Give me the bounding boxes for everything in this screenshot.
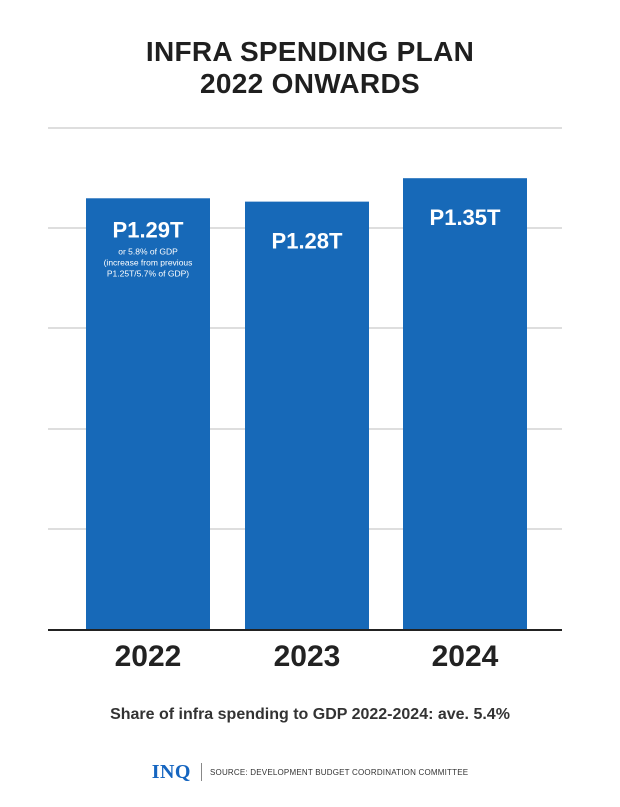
chart-title: INFRA SPENDING PLAN 2022 ONWARDS: [0, 36, 620, 100]
x-tick-label-2023: 2023: [274, 640, 341, 673]
data-label-note-2022-0: or 5.8% of GDP: [118, 246, 178, 256]
inq-logo[interactable]: INQ: [151, 760, 191, 783]
bars: [86, 178, 527, 631]
footer: INQ SOURCE: DEVELOPMENT BUDGET COORDINAT…: [0, 760, 620, 784]
chart-title-line-1: INFRA SPENDING PLAN: [145, 36, 475, 67]
footer-divider: [201, 763, 202, 781]
data-labels: P1.29T or 5.8% of GDP(increase from previ…: [104, 205, 501, 278]
data-label-2023: P1.28T: [272, 229, 343, 254]
x-tick-label-2022: 2022: [115, 640, 182, 673]
bar-2022: [86, 198, 210, 630]
data-label-note-2022-1: (increase from previous: [104, 257, 193, 267]
bar-2023: [245, 201, 369, 631]
chart-title-line-2: 2022 ONWARDS: [200, 68, 420, 99]
data-label-2022: P1.29T: [113, 217, 184, 242]
data-label-note-2022-2: P1.25T/5.7% of GDP): [107, 268, 189, 278]
x-tick-label-2024: 2024: [432, 640, 499, 673]
bar-2024: [403, 178, 527, 630]
x-tick-labels: 2022 2023 2024: [115, 640, 499, 673]
data-label-2024: P1.35T: [430, 205, 501, 230]
source-credit: SOURCE: DEVELOPMENT BUDGET COORDINATION …: [210, 767, 469, 777]
gdp-share-note: Share of infra spending to GDP 2022-2024…: [110, 706, 510, 723]
